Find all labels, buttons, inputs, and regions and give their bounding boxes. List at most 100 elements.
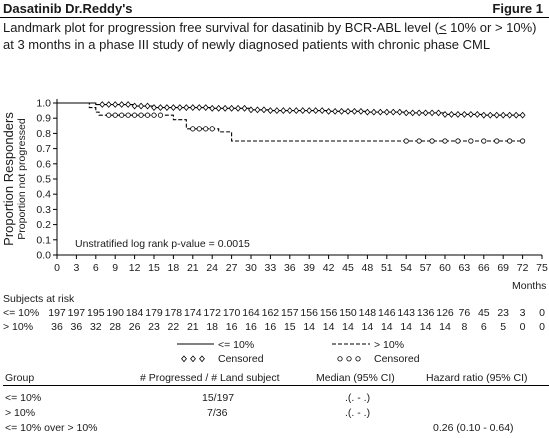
censor-marker-le10 (461, 110, 468, 118)
header-rule (0, 17, 549, 18)
risk-value: 16 (265, 321, 277, 333)
censor-marker-gt10 (403, 138, 409, 144)
censor-marker-le10 (299, 107, 306, 115)
risk-value: 146 (378, 307, 396, 319)
censor-marker-le10 (280, 107, 287, 115)
risk-value: 126 (436, 307, 454, 319)
risk-value: 156 (320, 307, 338, 319)
risk-value: 16 (226, 321, 238, 333)
legend-label-gt10: > 10% (374, 339, 404, 351)
censor-marker-le10 (487, 111, 494, 119)
axes: 0.00.10.20.30.40.50.60.70.80.91.00 3 6 9 12 1… (36, 98, 548, 275)
risk-value: 28 (109, 321, 121, 333)
censor-marker-gt10 (132, 112, 138, 118)
censor-marker-gt10 (507, 138, 513, 144)
risk-value: 5 (500, 321, 506, 333)
censor-marker-le10 (248, 106, 254, 114)
censor-marker-le10 (144, 102, 151, 110)
y-tick-label: 0.3 (36, 204, 51, 216)
caption-post: 10% or > 10%) at 3 months in a phase III… (3, 20, 537, 52)
risk-row-label: <= 10% (3, 307, 39, 319)
risk-value: 164 (242, 307, 260, 319)
chart-caption: Landmark plot for progression free survi… (3, 19, 543, 53)
censor-marker-gt10 (416, 138, 422, 144)
censor-marker-le10 (435, 109, 442, 117)
censor-marker-le10 (306, 107, 313, 115)
x-tick-label: 27 (226, 262, 238, 274)
risk-value: 18 (206, 321, 218, 333)
censor-marker-le10 (222, 104, 229, 112)
risk-value: 162 (262, 307, 280, 319)
legend-label-censored-2: Censored (374, 353, 420, 365)
risk-value: 32 (90, 321, 102, 333)
x-tick-label: 63 (459, 262, 471, 274)
censor-marker-gt10 (157, 112, 164, 118)
risk-value: 143 (397, 307, 415, 319)
risk-value: 14 (342, 321, 354, 333)
censor-marker-le10 (383, 108, 390, 116)
header-title: Dasatinib Dr.Reddy's (3, 1, 133, 16)
legend-swatch-diamond (199, 355, 205, 363)
risk-value: 190 (106, 307, 124, 319)
censor-marker-gt10 (203, 126, 209, 132)
risk-value: 150 (339, 307, 357, 319)
x-tick-label: 69 (497, 262, 509, 274)
censor-marker-le10 (422, 109, 429, 117)
p-value-annotation: Unstratified log rank p-value = 0.0015 (75, 238, 250, 250)
censor-marker-le10 (99, 101, 106, 108)
x-tick-label: 66 (478, 262, 490, 274)
x-tick-label: 75 (536, 262, 548, 274)
censor-marker-le10 (390, 108, 397, 116)
censor-marker-le10 (500, 111, 507, 119)
y-tick-label: 0.5 (36, 174, 51, 186)
censor-marker-gt10 (494, 138, 500, 144)
legend-swatch-circle (337, 356, 343, 362)
censor-marker-le10 (254, 106, 261, 114)
censor-marker-le10 (118, 101, 125, 108)
legend-label-le10: <= 10% (218, 339, 254, 351)
censor-marker-le10 (267, 107, 274, 115)
censor-marker-gt10 (209, 126, 215, 132)
censor-marker-le10 (241, 104, 248, 112)
risk-value: 3 (520, 307, 526, 319)
y-tick-label: 0.9 (36, 113, 51, 125)
y-tick-label: 0.2 (36, 219, 51, 231)
x-tick-label: 3 (73, 262, 79, 274)
censor-marker-le10 (183, 104, 190, 111)
legend-swatch-diamond (190, 355, 196, 363)
risk-value: 157 (281, 307, 299, 319)
censor-marker-le10 (370, 108, 377, 116)
censor-marker-le10 (319, 107, 326, 115)
censor-marker-le10 (429, 109, 435, 117)
risk-value: 21 (187, 321, 199, 333)
summary-row-1-median: .(. - .) (345, 392, 371, 404)
censor-marker-le10 (506, 111, 513, 119)
censor-marker-le10 (293, 107, 300, 115)
risk-value: 14 (420, 321, 432, 333)
x-tick-label: 36 (284, 262, 296, 274)
risk-value: 0 (520, 321, 526, 333)
x-tick-label: 51 (381, 262, 393, 274)
censor-marker-le10 (467, 110, 474, 118)
risk-value: 174 (184, 307, 202, 319)
censor-marker-le10 (493, 111, 500, 119)
censor-marker-le10 (112, 101, 119, 108)
censor-marker-gt10 (190, 126, 196, 132)
censor-marker-gt10 (138, 112, 144, 118)
risk-value: 23 (148, 321, 160, 333)
figure-label: Figure 1 (492, 1, 543, 16)
censor-marker-le10 (286, 107, 293, 115)
summary-header-group: Group (5, 372, 35, 384)
x-tick-label: 30 (245, 262, 257, 274)
censor-marker-le10 (396, 108, 403, 116)
risk-row-label: > 10% (3, 321, 33, 333)
censor-marker-le10 (332, 107, 338, 115)
risk-value: 23 (497, 307, 509, 319)
x-axis-label: Months (512, 280, 546, 292)
censor-marker-le10 (228, 104, 235, 112)
censor-marker-gt10 (455, 138, 461, 144)
summary-row-1-group: <= 10% (5, 392, 42, 404)
censor-marker-le10 (480, 111, 487, 119)
risk-value: 172 (203, 307, 221, 319)
